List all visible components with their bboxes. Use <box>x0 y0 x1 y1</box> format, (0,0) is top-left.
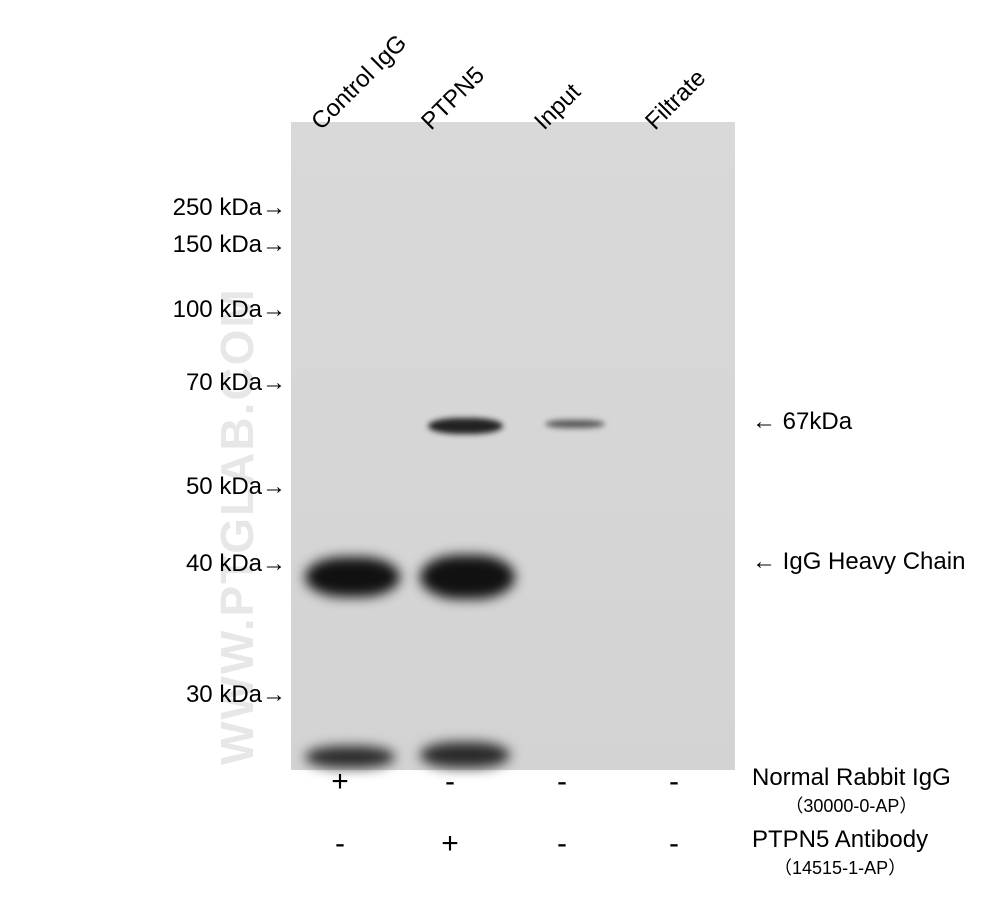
legend-symbol: - <box>547 765 577 799</box>
arrow-right-icon: → <box>262 550 286 577</box>
gel-band <box>420 555 515 599</box>
band-annotation-label: 67kDa <box>783 408 852 435</box>
mw-marker: 70 kDa→ <box>0 369 286 397</box>
legend-symbol: - <box>659 827 689 861</box>
arrow-right-icon: → <box>262 473 286 500</box>
legend-label-text: PTPN5 Antibody <box>752 826 928 853</box>
mw-marker-label: 40 kDa <box>186 550 262 577</box>
lane-label: Control IgG <box>306 29 413 136</box>
mw-marker: 50 kDa→ <box>0 473 286 501</box>
band-annotation: ← 67kDa <box>752 408 852 436</box>
legend-label: PTPN5 Antibody（14515-1-AP） <box>752 826 928 880</box>
figure-canvas: WWW.PTGLAB.COM Control IgGPTPN5InputFilt… <box>0 0 1000 903</box>
legend-symbol: + <box>435 827 465 861</box>
legend-symbol: - <box>547 827 577 861</box>
gel-band <box>545 420 605 428</box>
mw-marker-label: 100 kDa <box>173 296 262 323</box>
arrow-right-icon: → <box>262 296 286 323</box>
mw-marker-label: 50 kDa <box>186 473 262 500</box>
arrow-left-icon: ← <box>752 548 783 575</box>
mw-marker: 30 kDa→ <box>0 681 286 709</box>
mw-marker: 250 kDa→ <box>0 194 286 222</box>
mw-marker-label: 30 kDa <box>186 681 262 708</box>
legend-sublabel: （14515-1-AP） <box>752 854 928 880</box>
mw-marker-label: 250 kDa <box>173 194 262 221</box>
legend-sublabel: （30000-0-AP） <box>752 792 951 818</box>
arrow-right-icon: → <box>262 369 286 396</box>
mw-marker: 150 kDa→ <box>0 231 286 259</box>
arrow-left-icon: ← <box>752 408 783 435</box>
band-annotation: ← IgG Heavy Chain <box>752 548 965 576</box>
mw-marker: 40 kDa→ <box>0 550 286 578</box>
mw-marker-label: 150 kDa <box>173 231 262 258</box>
blot-membrane <box>291 122 735 770</box>
legend-symbol: - <box>659 765 689 799</box>
gel-band <box>428 418 503 434</box>
mw-marker: 100 kDa→ <box>0 296 286 324</box>
legend-label: Normal Rabbit IgG（30000-0-AP） <box>752 764 951 818</box>
arrow-right-icon: → <box>262 194 286 221</box>
legend-symbol: + <box>325 765 355 799</box>
arrow-right-icon: → <box>262 231 286 258</box>
legend-label-text: Normal Rabbit IgG <box>752 764 951 791</box>
legend-symbol: - <box>325 827 355 861</box>
mw-marker-label: 70 kDa <box>186 369 262 396</box>
gel-band <box>305 557 400 597</box>
band-annotation-label: IgG Heavy Chain <box>783 548 966 575</box>
arrow-right-icon: → <box>262 681 286 708</box>
legend-symbol: - <box>435 765 465 799</box>
gel-band <box>420 742 510 768</box>
